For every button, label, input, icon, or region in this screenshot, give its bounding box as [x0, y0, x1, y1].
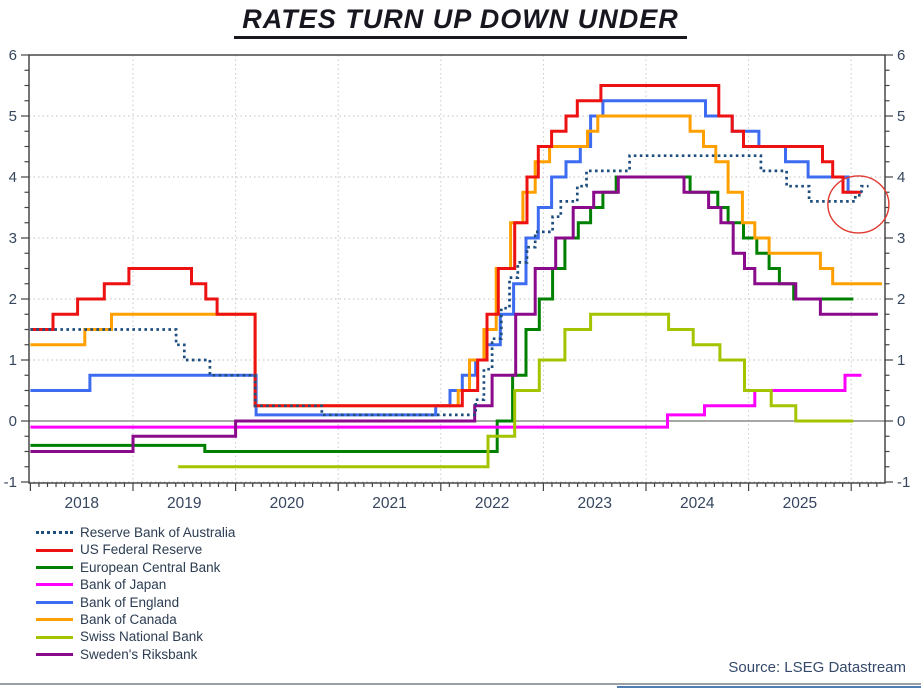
legend-label: Bank of Japan	[80, 577, 167, 593]
chart-header: RATES TURN UP DOWN UNDER	[0, 4, 921, 39]
source-credit: Source: LSEG Datastream	[728, 659, 906, 676]
legend-label: Swiss National Bank	[80, 629, 204, 645]
y-axis-label-left: 4	[9, 169, 17, 186]
footer-divider	[0, 683, 921, 685]
legend: Reserve Bank of Australia US Federal Rese…	[36, 524, 235, 663]
y-axis-label-right: 3	[897, 230, 905, 247]
legend-item: European Central Bank	[36, 559, 235, 576]
legend-item: Bank of Japan	[36, 576, 235, 593]
highlight-circle-annotation	[827, 175, 890, 234]
series-line-bank-of-japan	[30, 373, 862, 429]
series-line-us-federal-reserve	[30, 84, 862, 408]
y-axis-label-right: 1	[897, 352, 905, 369]
y-axis-label-right: 5	[897, 108, 905, 125]
y-axis-label-right: 0	[897, 413, 905, 430]
chart-title: RATES TURN UP DOWN UNDER	[234, 4, 687, 39]
x-axis-label: 2020	[270, 495, 305, 512]
y-axis-label-right: 2	[897, 291, 905, 308]
legend-item: Swiss National Bank	[36, 628, 235, 645]
y-axis-label-left: -1	[4, 474, 17, 491]
legend-item: Bank of Canada	[36, 611, 235, 628]
legend-line-swatch	[36, 635, 73, 639]
y-axis-label-right: 6	[897, 47, 905, 64]
legend-item: US Federal Reserve	[36, 541, 235, 558]
legend-item: Reserve Bank of Australia	[36, 524, 235, 541]
series-line-european-central-bank	[30, 175, 854, 453]
legend-item: Sweden's Riksbank	[36, 646, 235, 663]
y-axis-label-right: -1	[897, 474, 910, 491]
legend-label: Bank of Canada	[80, 611, 177, 627]
y-axis-label-left: 0	[9, 413, 17, 430]
x-axis-label: 2023	[577, 495, 611, 512]
y-axis-label-left: 5	[9, 108, 17, 125]
legend-label: European Central Bank	[80, 559, 221, 575]
y-axis-label-left: 6	[9, 47, 17, 64]
legend-label: US Federal Reserve	[80, 542, 203, 558]
footer-divider-accent	[617, 686, 921, 688]
x-axis-label: 2021	[372, 495, 406, 512]
legend-line-swatch	[36, 618, 73, 622]
series-line-reserve-bank-of-australia	[30, 154, 869, 417]
y-axis-label-left: 1	[9, 352, 17, 369]
y-axis-label-right: 4	[897, 169, 905, 186]
y-axis-label-left: 2	[9, 291, 17, 308]
legend-item: Bank of England	[36, 594, 235, 611]
x-axis-label: 2019	[167, 495, 201, 512]
x-axis-label: 2025	[783, 495, 817, 512]
legend-line-swatch	[36, 531, 73, 535]
x-axis-label: 2018	[64, 495, 98, 512]
series-line-bank-of-canada	[30, 114, 882, 408]
series-line-sweden-s-riksbank	[30, 175, 878, 453]
legend-line-swatch	[36, 600, 73, 604]
legend-line-swatch	[36, 548, 73, 552]
series-line-swiss-national-bank	[178, 312, 854, 469]
y-axis-label-left: 3	[9, 230, 17, 247]
legend-line-swatch	[36, 652, 73, 656]
x-axis-label: 2024	[680, 495, 715, 512]
legend-label: Sweden's Riksbank	[80, 646, 198, 662]
legend-label: Bank of England	[80, 594, 180, 610]
series-line-bank-of-england	[30, 99, 857, 417]
legend-line-swatch	[36, 565, 73, 569]
legend-label: Reserve Bank of Australia	[80, 524, 236, 540]
legend-line-swatch	[36, 583, 73, 587]
x-axis-label: 2022	[475, 495, 509, 512]
